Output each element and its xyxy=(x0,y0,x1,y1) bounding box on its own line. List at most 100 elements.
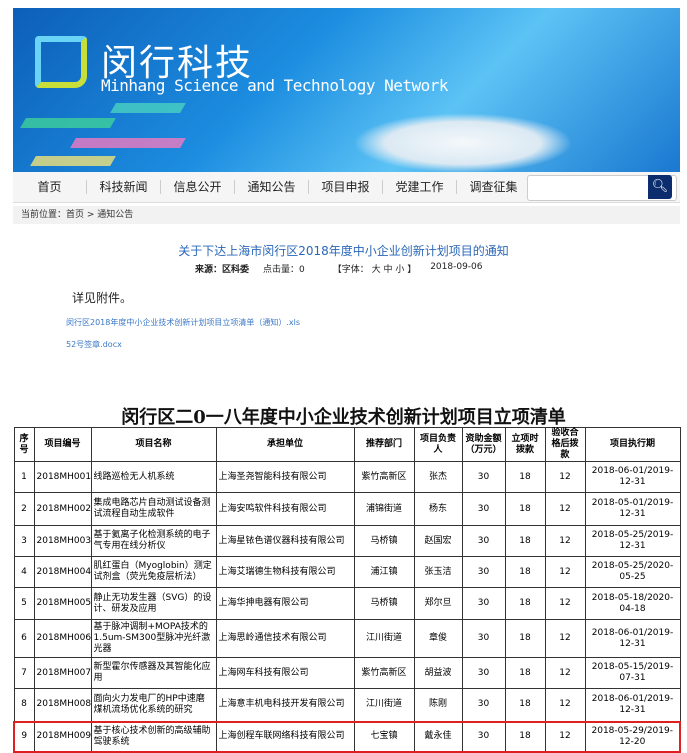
table-cell: 18 xyxy=(504,492,546,526)
site-subtitle: Minhang Science and Technology Network xyxy=(101,76,449,95)
table-cell: 章俊 xyxy=(413,619,463,658)
decor-stripe xyxy=(30,156,116,166)
search-button[interactable]: 🔍︎ xyxy=(648,175,672,199)
table-row: 8 2018MH008 面向火力发电厂的HP中速磨煤机流场优化系统的研究 上海意丰机电… xyxy=(13,688,681,722)
table-cell: 18 xyxy=(504,657,546,689)
table-cell: 12 xyxy=(544,657,586,689)
table-row: 2 2018MH002 集成电路芯片自动测试设备测试流程自动生成软件 上海安鸣软件科技… xyxy=(13,492,681,526)
article-title: 关于下达上海市闵行区2018年度中小企业创新计划项目的通知 xyxy=(178,244,509,258)
table-cell: 18 xyxy=(504,587,546,620)
article-date: 2018-09-06 xyxy=(430,262,483,272)
nav-projects[interactable]: 项目申报 xyxy=(309,180,383,194)
table-cell: 江川街道 xyxy=(353,619,415,658)
table-cell: 杨东 xyxy=(413,492,463,526)
nav-news[interactable]: 科技新闻 xyxy=(87,180,161,194)
table-cell: 30 xyxy=(461,720,506,753)
table-row: 6 2018MH006 基于脉冲调制+MOPA技术的1.5um-SM300型脉冲光纤… xyxy=(13,619,681,658)
table-row: 1 2018MH001 线路巡检无人机系统 上海圣尧智能科技有限公司 紫竹高新区 张杰 30… xyxy=(13,461,681,493)
font-size-selector[interactable]: 【字体： 大 中 小 】 xyxy=(332,265,417,275)
table-cell: 30 xyxy=(461,525,506,557)
table-row: 9 2018MH009 基于核心技术创新的高级辅助驾驶系统 上海创程车联网络科技有限公… xyxy=(13,720,681,753)
column-header: 项目编号 xyxy=(33,427,92,462)
column-header: 项目执行期 xyxy=(584,427,681,462)
header-banner: 闵行科技 Minhang Science and Technology Netw… xyxy=(13,8,680,172)
table-cell: 肌红蛋白（Myoglobin）测定试剂盒（荧光免疫层析法） xyxy=(90,556,217,588)
column-header: 承担单位 xyxy=(215,427,355,462)
decor-stripe xyxy=(20,118,116,128)
column-header: 项目名称 xyxy=(90,427,217,462)
nav-home[interactable]: 首页 xyxy=(13,180,87,194)
table-cell: 上海思岭通信技术有限公司 xyxy=(215,619,355,658)
table-cell: 郑尔旦 xyxy=(413,587,463,620)
table-cell: 18 xyxy=(504,525,546,557)
table-cell: 线路巡检无人机系统 xyxy=(90,461,217,493)
table-cell: 9 xyxy=(13,720,35,753)
table-cell: 上海艾瑞德生物科技有限公司 xyxy=(215,556,355,588)
table-cell: 30 xyxy=(461,461,506,493)
table-cell: 2018MH009 xyxy=(33,720,92,753)
table-cell: 30 xyxy=(461,587,506,620)
table-cell: 2018-06-01/2019-12-31 xyxy=(584,619,681,658)
table-cell: 上海安鸣软件科技有限公司 xyxy=(215,492,355,526)
table-cell: 2018-05-18/2020-04-18 xyxy=(584,587,681,620)
project-table: 序号 项目编号 项目名称 承担单位 推荐部门 项目负责人 资助金额（万元） 立项时拨款 验收合格… xyxy=(13,427,681,753)
column-header: 项目负责人 xyxy=(413,427,463,462)
table-cell: 2018-06-01/2019-12-31 xyxy=(584,461,681,493)
table-cell: 12 xyxy=(544,461,586,493)
table-cell: 30 xyxy=(461,556,506,588)
table-cell: 18 xyxy=(504,619,546,658)
article-source: 来源：区科委 xyxy=(195,265,250,275)
table-cell: 2 xyxy=(13,492,35,526)
table-cell: 马桥镇 xyxy=(353,525,415,557)
table-cell: 陈刚 xyxy=(413,688,463,722)
table-cell: 7 xyxy=(13,657,35,689)
table-cell: 18 xyxy=(504,688,546,722)
table-cell: 2018MH006 xyxy=(33,619,92,658)
table-cell: 3 xyxy=(13,525,35,557)
search-icon: 🔍︎ xyxy=(651,179,669,194)
attachment-link-xls[interactable]: 闵行区2018年度中小企业技术创新计划项目立项清单（通知）.xls xyxy=(66,318,301,327)
attachment-link-docx[interactable]: 52号签章.docx xyxy=(66,340,122,349)
nav-info[interactable]: 信息公开 xyxy=(161,180,235,194)
table-cell: 基于核心技术创新的高级辅助驾驶系统 xyxy=(90,720,217,753)
table-cell: 上海意丰机电科技开发有限公司 xyxy=(215,688,355,722)
table-cell: 2018-05-25/2020-05-25 xyxy=(584,556,681,588)
table-cell: 12 xyxy=(544,720,586,753)
table-cell: 18 xyxy=(504,461,546,493)
table-cell: 12 xyxy=(544,556,586,588)
site-title: 闵行科技 xyxy=(101,43,254,84)
table-cell: 上海网车科技有限公司 xyxy=(215,657,355,689)
table-row: 7 2018MH007 新型霍尔传感器及其智能化应用 上海网车科技有限公司 紫竹高新区胡… xyxy=(13,657,681,689)
table-cell: 2018-05-01/2019-12-31 xyxy=(584,492,681,526)
nav-notices[interactable]: 通知公告 xyxy=(235,180,309,194)
table-cell: 戴永佳 xyxy=(413,720,463,753)
table-cell: 2018-06-01/2019-12-31 xyxy=(584,688,681,722)
table-cell: 12 xyxy=(544,492,586,526)
table-cell: 1 xyxy=(13,461,35,493)
table-cell: 30 xyxy=(461,657,506,689)
table-cell: 紫竹高新区 xyxy=(353,657,415,689)
article-meta: 来源：区科委 点击量：0 【字体： 大 中 小 】 2018-09-06 xyxy=(195,262,483,275)
table-cell: 浦锦街道 xyxy=(353,492,415,526)
table-cell: 2018MH008 xyxy=(33,688,92,722)
table-cell: 2018MH007 xyxy=(33,657,92,689)
table-cell: 赵国宏 xyxy=(413,525,463,557)
table-cell: 新型霍尔传感器及其智能化应用 xyxy=(90,657,217,689)
table-cell: 静止无功发生器（SVG）的设计、研发及应用 xyxy=(90,587,217,620)
nav-party[interactable]: 党建工作 xyxy=(383,180,457,194)
nav-survey[interactable]: 调查征集 xyxy=(469,180,518,194)
table-cell: 七宝镇 xyxy=(353,720,415,753)
table-cell: 江川街道 xyxy=(353,688,415,722)
decor-stripe xyxy=(70,138,186,148)
article-clicks: 点击量：0 xyxy=(263,265,305,275)
world-map-image xyxy=(353,113,573,172)
table-cell: 2018MH005 xyxy=(33,587,92,620)
table-header-row: 序号 项目编号 项目名称 承担单位 推荐部门 项目负责人 资助金额（万元） 立项时拨款 验收合格… xyxy=(13,427,681,462)
table-cell: 2018MH001 xyxy=(33,461,92,493)
table-cell: 面向火力发电厂的HP中速磨煤机流场优化系统的研究 xyxy=(90,688,217,722)
table-title: 闵行区二0一八年度中小企业技术创新计划项目立项清单 xyxy=(121,407,566,428)
table-cell: 12 xyxy=(544,688,586,722)
table-cell: 浦江镇 xyxy=(353,556,415,588)
column-header: 推荐部门 xyxy=(353,427,415,462)
site-logo xyxy=(35,36,87,88)
